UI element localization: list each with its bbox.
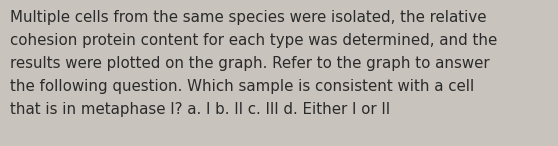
Text: that is in metaphase I? a. I b. II c. III d. Either I or II: that is in metaphase I? a. I b. II c. II… <box>10 102 390 117</box>
Text: results were plotted on the graph. Refer to the graph to answer: results were plotted on the graph. Refer… <box>10 56 489 71</box>
Text: the following question. Which sample is consistent with a cell: the following question. Which sample is … <box>10 79 474 94</box>
Text: Multiple cells from the same species were isolated, the relative: Multiple cells from the same species wer… <box>10 10 487 25</box>
Text: cohesion protein content for each type was determined, and the: cohesion protein content for each type w… <box>10 33 497 48</box>
